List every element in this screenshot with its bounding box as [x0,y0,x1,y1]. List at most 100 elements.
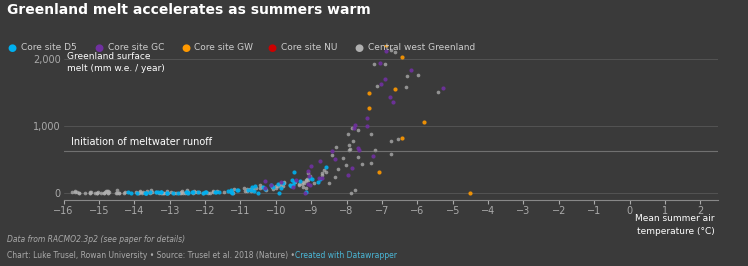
Text: ●: ● [268,43,277,53]
Point [91,191,102,195]
Text: Greenland melt accelerates as summers warm: Greenland melt accelerates as summers wa… [7,3,371,17]
Point [365,161,377,165]
Point [304,176,316,181]
Point [213,190,225,194]
Point [344,147,356,151]
Point [247,186,259,191]
Point [136,190,148,195]
Point [347,139,359,143]
Point [232,188,244,192]
Point [301,177,313,181]
Point [292,183,304,188]
Point [140,191,152,195]
Text: Created with Datawrapper: Created with Datawrapper [295,251,397,260]
Point [396,31,408,36]
Point [343,132,355,136]
Point [191,190,203,194]
Point [246,187,258,191]
Point [287,184,299,189]
Point [367,61,379,66]
Point [332,167,344,171]
Point [132,190,144,195]
Point [314,159,326,164]
Point [187,191,199,195]
Point [70,190,82,194]
Point [187,190,199,195]
Point [256,185,268,189]
Point [73,191,85,195]
Point [84,191,96,195]
Point [167,190,179,195]
Point [155,190,167,194]
Point [168,191,180,195]
Point [140,191,152,195]
Point [241,189,253,193]
Point [275,181,286,185]
Point [283,182,295,187]
Point [289,180,301,184]
Point [85,190,96,194]
Point [179,191,191,195]
Point [364,91,375,95]
Point [246,185,258,189]
Point [384,9,396,13]
Point [153,191,165,195]
Point [102,191,114,195]
Point [152,190,164,194]
Point [248,189,260,193]
Point [162,190,174,195]
Point [267,187,279,191]
Point [111,188,123,193]
Point [85,190,97,194]
Point [379,62,391,66]
Point [378,77,390,81]
Point [92,190,104,194]
Point [349,123,361,128]
Point [150,190,162,194]
Point [210,190,222,194]
Point [284,183,296,188]
Point [260,179,272,183]
Point [298,185,310,189]
Point [150,190,162,194]
Point [110,191,122,195]
Point [182,191,194,195]
Point [159,191,171,195]
Point [95,191,107,195]
Point [353,148,365,152]
Point [180,190,192,194]
Point [301,171,313,175]
Point [392,136,404,141]
Point [162,191,174,195]
Point [340,163,352,167]
Point [405,68,417,72]
Point [257,185,269,189]
Point [133,190,145,195]
Point [207,190,219,194]
Point [171,191,183,195]
Point [101,189,113,193]
Point [200,190,212,194]
Point [361,116,373,120]
Point [380,49,392,54]
Point [297,180,309,184]
Point [302,169,314,173]
Point [343,143,355,148]
Point [312,180,324,184]
Point [385,48,397,52]
Point [252,190,264,195]
Point [278,181,290,185]
Point [304,183,316,188]
Point [289,180,301,184]
Point [181,190,193,194]
Point [389,50,401,54]
Point [138,190,150,194]
Point [266,183,278,187]
Text: Greenland surface
melt (mm w.e. / year): Greenland surface melt (mm w.e. / year) [67,52,165,73]
Text: ●: ● [355,43,364,53]
Text: Core site GW: Core site GW [194,43,254,52]
Point [254,186,266,190]
Point [349,188,361,192]
Point [322,181,334,185]
Point [197,190,209,195]
